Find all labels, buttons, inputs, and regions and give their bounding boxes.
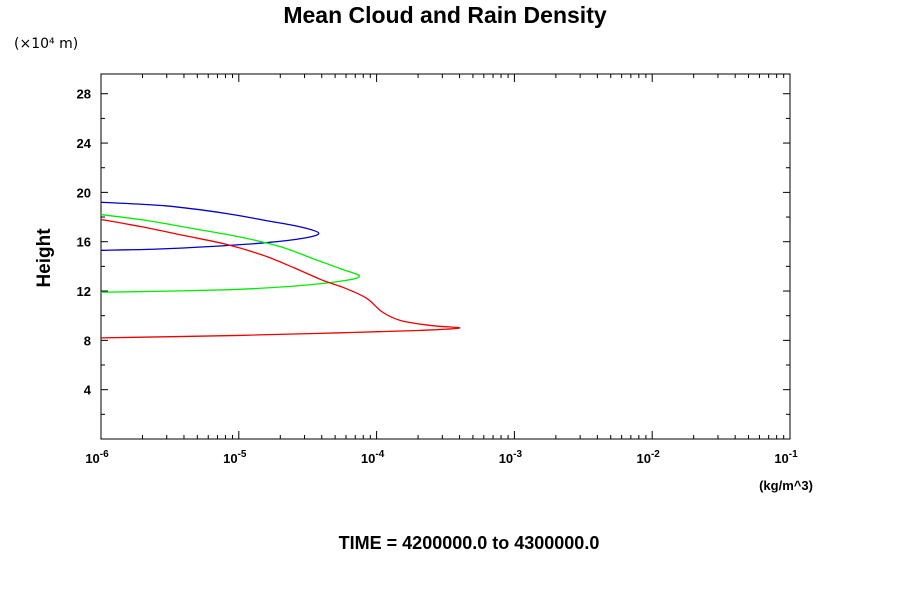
x-tick-exponent: -2: [651, 449, 660, 460]
y-tick-label: 28: [77, 87, 91, 102]
x-tick-exponent: -3: [513, 449, 522, 460]
plot-frame: [100, 73, 791, 440]
time-range-footer: TIME = 4200000.0 to 4300000.0: [339, 533, 600, 553]
x-tick-exponent: -6: [100, 449, 109, 460]
x-axis-unit: (kg/m^3): [759, 478, 813, 493]
x-tick-exponent: -4: [375, 449, 384, 460]
y-scale-note: (×10⁴ m): [14, 36, 78, 52]
chart-title: Mean Cloud and Rain Density: [283, 2, 607, 28]
x-tick-exponent: -5: [238, 449, 247, 460]
x-tick-base: 10: [361, 451, 375, 466]
x-tick-label: 10-5: [223, 449, 247, 466]
x-tick-base: 10: [774, 451, 788, 466]
x-tick-base: 10: [85, 451, 99, 466]
x-tick-label: 10-1: [774, 449, 798, 466]
y-tick-label: 4: [84, 383, 92, 398]
y-tick-label: 24: [77, 136, 92, 151]
x-tick-label: 10-6: [85, 449, 109, 466]
series-layer: [100, 201, 461, 339]
y-axis-ticks: 4 8 12 16 20 24 28: [77, 87, 790, 415]
x-tick-exponent: -1: [789, 449, 798, 460]
y-tick-label: 20: [77, 185, 91, 200]
y-tick-label: 16: [77, 235, 91, 250]
series-line-3: [100, 218, 461, 339]
series-line-1: [100, 201, 320, 251]
x-tick-label: 10-4: [361, 449, 385, 466]
series-line-2: [100, 213, 361, 293]
x-tick-label: 10-2: [637, 449, 661, 466]
y-tick-label: 12: [77, 284, 91, 299]
x-tick-base: 10: [499, 451, 513, 466]
y-axis-label: Height: [34, 228, 55, 288]
x-axis-ticks: 10-6 10-5 10-4 10-3 10-2 10-1: [85, 74, 798, 466]
y-tick-label: 8: [84, 333, 91, 348]
x-tick-base: 10: [223, 451, 237, 466]
x-tick-base: 10: [637, 451, 651, 466]
x-tick-label: 10-3: [499, 449, 523, 466]
